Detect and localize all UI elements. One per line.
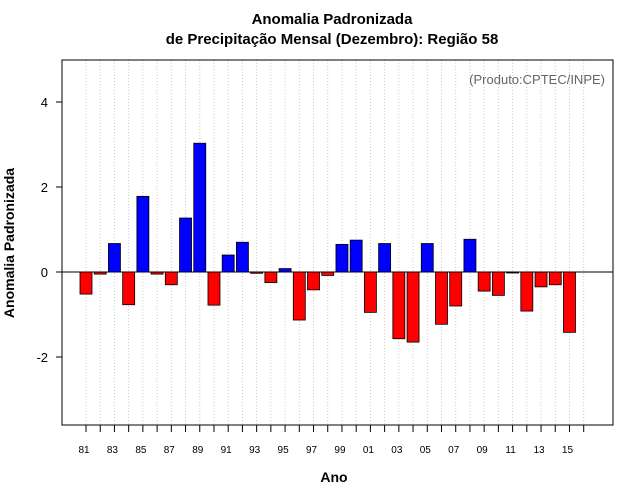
plot-frame	[61, 59, 614, 426]
bar-1987	[164, 271, 178, 286]
grid-lines	[85, 60, 585, 425]
bar-2014	[548, 271, 562, 286]
y-tick-label: 4	[41, 95, 48, 110]
x-tick-label: 11	[505, 445, 516, 456]
bar-2015	[563, 271, 576, 333]
y-tick-label: 2	[41, 180, 48, 195]
y-axis: -2 0 2 4	[36, 95, 62, 365]
bar-1984	[122, 271, 136, 306]
y-tick-label: -2	[36, 350, 48, 365]
x-axis: 81 83 85 87 89 91 93 95 97 99 01 03 05 07 09 11 13 15	[78, 425, 585, 456]
bar-1995	[278, 268, 292, 273]
bars	[79, 142, 576, 343]
x-tick-label: 95	[278, 445, 290, 456]
x-tick-label: 91	[221, 445, 233, 456]
bar-1988	[179, 217, 192, 273]
x-tick-label: 97	[306, 445, 318, 456]
bar-2012	[520, 271, 534, 312]
x-tick-label: 93	[249, 445, 261, 456]
bar-1991	[221, 254, 235, 273]
bar-1981	[79, 271, 93, 295]
x-tick-label: 05	[420, 445, 432, 456]
chart-title-line2: de Precipitação Mensal (Dezembro): Regiã…	[166, 31, 499, 48]
credit-label: (Produto:CPTEC/INPE)	[469, 72, 605, 87]
x-tick-label: 09	[477, 445, 489, 456]
bar-2005	[420, 243, 434, 273]
bar-2007	[449, 271, 463, 307]
x-tick-label: 13	[533, 445, 545, 456]
bar-1983	[108, 243, 121, 273]
bar-1998	[321, 271, 335, 276]
x-tick-label: 89	[192, 445, 204, 456]
chart-title-line1: Anomalia Padronizada	[252, 11, 414, 28]
x-tick-label: 03	[391, 445, 403, 456]
bar-1994	[264, 271, 278, 284]
bar-2001	[363, 271, 377, 313]
bar-2002	[378, 243, 392, 273]
bar-2003	[392, 271, 406, 340]
x-tick-label: 85	[135, 445, 147, 456]
bar-1999	[335, 243, 349, 273]
x-axis-title: Ano	[320, 469, 347, 485]
x-tick-label: 15	[562, 445, 574, 456]
bar-1997	[307, 271, 320, 291]
bar-1989	[193, 142, 207, 273]
x-tick-label: 07	[448, 445, 460, 456]
y-axis-title: Anomalia Padronizada	[1, 168, 17, 318]
bar-2008	[463, 238, 477, 273]
bar-1992	[236, 241, 249, 273]
bar-2006	[435, 271, 448, 325]
bar-2004	[406, 271, 420, 343]
bar-2009	[477, 271, 491, 292]
x-tick-label: 01	[363, 445, 375, 456]
x-tick-label: 87	[164, 445, 176, 456]
bar-2013	[534, 271, 548, 288]
x-tick-label: 83	[107, 445, 119, 456]
y-tick-label: 0	[41, 265, 48, 280]
bar-1996	[292, 271, 306, 321]
x-tick-label: 99	[334, 445, 346, 456]
bar-2010	[491, 271, 505, 296]
bar-1990	[207, 271, 221, 306]
bar-2000	[349, 239, 363, 273]
bar-1985	[136, 195, 150, 273]
x-tick-label: 81	[78, 445, 90, 456]
